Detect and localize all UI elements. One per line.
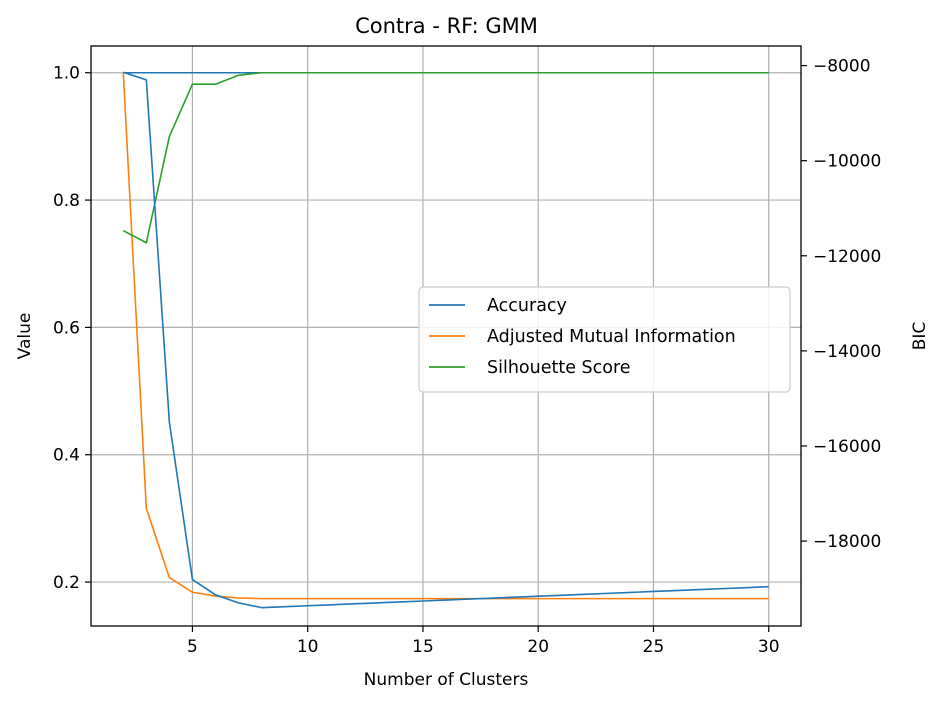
x-axis-title: Number of Clusters	[364, 670, 529, 690]
secondary-y-axis-title: BIC	[910, 322, 930, 351]
y2-tick-label: −14000	[813, 342, 881, 362]
x-tick-label: 25	[643, 637, 665, 657]
y-tick-label: 0.8	[53, 191, 80, 211]
x-tick-label: 20	[527, 637, 549, 657]
chart-title: Contra - RF: GMM	[355, 14, 538, 38]
series-lines	[122, 71, 769, 609]
series-line-silhouette-score	[122, 71, 769, 244]
y-tick-label: 0.4	[53, 446, 80, 466]
x-tick-label: 30	[758, 637, 780, 657]
y2-tick-label: −10000	[813, 152, 881, 172]
axes: 5 10 15 20 25 30 0.2 0.4 0.6 0.8 1.0 −18000 −16000 −1…	[53, 57, 881, 657]
legend-label: Accuracy	[487, 296, 567, 316]
y-tick-label: 0.2	[53, 573, 80, 593]
y2-tick-label: −12000	[813, 247, 881, 267]
legend-label: Silhouette Score	[487, 358, 631, 378]
legend-label: Adjusted Mutual Information	[487, 327, 736, 347]
y2-tick-label: −16000	[813, 437, 881, 457]
legend: Accuracy Adjusted Mutual Information Silho…	[418, 286, 791, 393]
y-axis-title: Value	[15, 313, 35, 360]
x-tick-label: 5	[187, 637, 198, 657]
y-tick-label: 1.0	[53, 64, 80, 84]
y2-tick-label: −18000	[813, 532, 881, 552]
series-line-adjusted-mutual-information	[122, 72, 769, 600]
y-tick-label: 0.6	[53, 318, 80, 338]
x-tick-label: 10	[297, 637, 319, 657]
plot-frame	[90, 45, 802, 627]
series-line-bic	[123, 71, 769, 609]
y2-tick-label: −8000	[813, 57, 871, 77]
legend-box	[418, 286, 791, 393]
x-tick-label: 15	[412, 637, 434, 657]
